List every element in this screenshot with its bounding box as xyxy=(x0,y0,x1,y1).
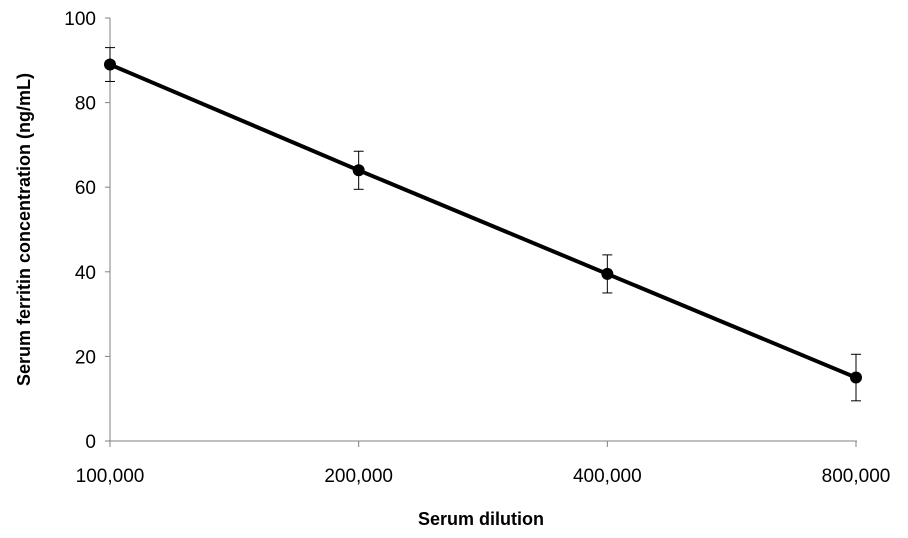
x-tick-labels: 100,000 200,000 400,000 800,000 xyxy=(76,466,891,487)
axes xyxy=(105,17,857,447)
y-tick-label: 60 xyxy=(75,178,96,199)
data-point xyxy=(352,164,365,177)
data-point xyxy=(850,371,862,384)
x-tick-label: 100,000 xyxy=(76,466,145,487)
data-point xyxy=(601,267,614,280)
y-axis-title: Serum ferritin concentration (ng/mL) xyxy=(14,73,34,386)
y-tick-label: 40 xyxy=(75,263,96,284)
data-point xyxy=(104,58,116,71)
data-points xyxy=(104,58,862,384)
x-tick-label: 400,000 xyxy=(573,466,642,487)
y-tick-label: 0 xyxy=(85,432,96,453)
y-tick-label: 100 xyxy=(64,9,96,30)
y-tick-labels: 0 20 40 60 80 100 xyxy=(64,9,96,453)
x-tick-label: 200,000 xyxy=(324,466,393,487)
y-tick-label: 80 xyxy=(75,94,96,115)
x-tick-label: 800,000 xyxy=(822,466,891,487)
y-tick-label: 20 xyxy=(75,347,96,368)
x-axis-title: Serum dilution xyxy=(418,509,544,529)
series-line xyxy=(109,62,857,380)
series-layer xyxy=(109,62,857,380)
